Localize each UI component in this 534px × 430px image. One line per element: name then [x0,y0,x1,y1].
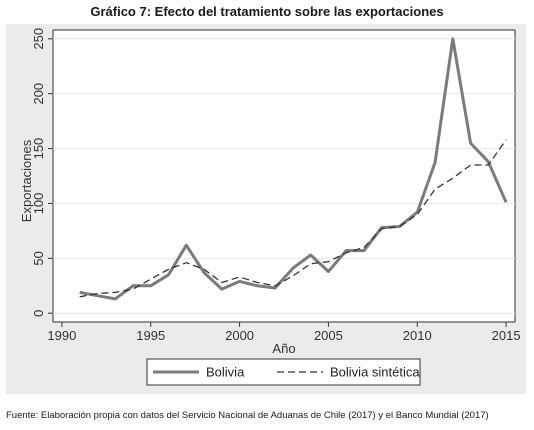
legend-label-bolivia: Bolivia [206,365,245,380]
x-tick-label: 1995 [136,328,165,343]
x-tick-label: 2015 [492,328,521,343]
chart-title: Gráfico 7: Efecto del tratamiento sobre … [90,4,444,19]
legend-label-bolivia-sintetica: Bolivia sintética [330,365,420,380]
x-tick-label: 2000 [225,328,254,343]
y-axis-title: Exportaciones [19,139,34,222]
x-axis-title: Año [272,341,295,356]
y-tick-label: 0 [31,310,46,317]
y-tick-label: 50 [31,251,46,265]
x-tick-label: 2010 [403,328,432,343]
y-tick-label: 150 [31,138,46,160]
plot-area [52,29,516,323]
y-tick-label: 250 [31,28,46,50]
series-line-bolivia [79,37,508,301]
x-tick-label: 2005 [314,328,343,343]
y-tick-label: 200 [31,83,46,105]
y-tick-label: 100 [31,193,46,215]
x-tick-label: 1990 [47,328,76,343]
source-note: Fuente: Elaboración propia con datos del… [6,410,489,421]
line-chart: 0 50 100 150 200 250 1990 1995 2000 2005 2010 2015 A… [19,28,521,386]
